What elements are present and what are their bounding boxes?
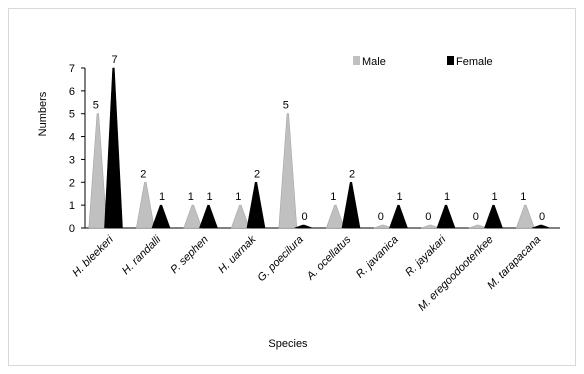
legend-swatch-male (353, 56, 360, 65)
data-label-male-a-ocellatus: 1 (330, 191, 336, 203)
y-tick-label: 5 (69, 109, 75, 121)
y-tick-label: 3 (69, 154, 75, 166)
data-label-female-r-jayakari: 1 (444, 191, 450, 203)
bar-female-a-ocellatus (341, 181, 361, 229)
data-label-male-m-tarapacana: 1 (520, 191, 526, 203)
x-tick-label: H. randalli (120, 233, 164, 277)
data-label-male-h-randalli: 2 (140, 168, 146, 180)
legend-label-male: Male (362, 56, 386, 68)
bar-female-r-jayakari (436, 204, 456, 229)
bar-female-m-tarapacana (531, 224, 551, 229)
bar-female-h-uarnak (246, 181, 266, 229)
bar-male-h-randalli (135, 181, 155, 229)
data-label-female-a-ocellatus: 2 (349, 168, 355, 180)
bar-female-p-sephen (199, 204, 218, 229)
bar-female-g-poecilura (294, 224, 313, 229)
bar-female-h-bleekeri (104, 67, 123, 229)
x-tick-label: P. sephen (168, 234, 211, 277)
y-tick-label: 6 (69, 86, 75, 98)
bar-male-g-poecilura (278, 113, 298, 229)
data-label-female-r-javanica: 1 (396, 191, 402, 203)
legend-label-female: Female (456, 56, 493, 68)
y-tick-label: 0 (69, 223, 75, 235)
bar-male-r-jayakari (421, 224, 440, 229)
bar-female-h-randalli (151, 204, 171, 229)
data-label-male-m-eregoodootenkee: 0 (473, 211, 479, 223)
x-tick-label: H. uarnak (216, 233, 259, 276)
bar-marks (88, 67, 551, 229)
data-label-male-p-sephen: 1 (188, 191, 194, 203)
bar-male-m-tarapacana (515, 204, 535, 229)
y-tick-label: 4 (69, 132, 75, 144)
data-label-female-h-bleekeri: 7 (111, 54, 117, 66)
data-label-male-r-jayakari: 0 (425, 211, 431, 223)
data-label-male-r-javanica: 0 (378, 211, 384, 223)
data-label-female-m-tarapacana: 0 (539, 211, 545, 223)
bar-male-r-javanica (373, 224, 392, 229)
x-tick-label: H. bleekeri (70, 233, 116, 279)
legend-swatch-female (447, 56, 454, 65)
bar-female-r-javanica (389, 204, 408, 229)
y-axis-ticks: 0 1 2 3 4 5 6 7 (69, 63, 85, 235)
bar-female-m-eregoodootenkee (484, 204, 503, 229)
bar-male-m-eregoodootenkee (468, 224, 487, 229)
x-axis-tick-labels: H. bleekeri H. randalli P. sephen H. uarnak… (70, 233, 543, 313)
bar-male-a-ocellatus (325, 204, 345, 229)
data-label-male-g-poecilura: 5 (283, 100, 289, 112)
legend: Male Female (353, 56, 493, 68)
x-tick-label: R. javanica (354, 234, 401, 281)
x-tick-label: R. jayakari (403, 233, 449, 279)
data-label-female-p-sephen: 1 (206, 191, 212, 203)
data-label-female-h-uarnak: 2 (254, 168, 260, 180)
data-label-male-h-uarnak: 1 (235, 191, 241, 203)
y-tick-label: 1 (69, 200, 75, 212)
data-label-female-g-poecilura: 0 (301, 211, 307, 223)
y-tick-label: 2 (69, 177, 75, 189)
y-axis-title: Numbers (37, 91, 49, 136)
data-label-female-h-randalli: 1 (159, 191, 165, 203)
bar-male-h-bleekeri (88, 113, 108, 229)
data-label-male-h-bleekeri: 5 (93, 100, 99, 112)
bar-male-h-uarnak (230, 204, 250, 229)
x-tick-label: G. poecilura (255, 234, 305, 284)
x-axis-title: Species (268, 338, 308, 350)
data-label-female-m-eregoodootenkee: 1 (491, 191, 497, 203)
bar-male-p-sephen (183, 204, 203, 229)
y-tick-label: 7 (69, 63, 75, 75)
x-tick-label: A. ocellatus (304, 233, 354, 283)
